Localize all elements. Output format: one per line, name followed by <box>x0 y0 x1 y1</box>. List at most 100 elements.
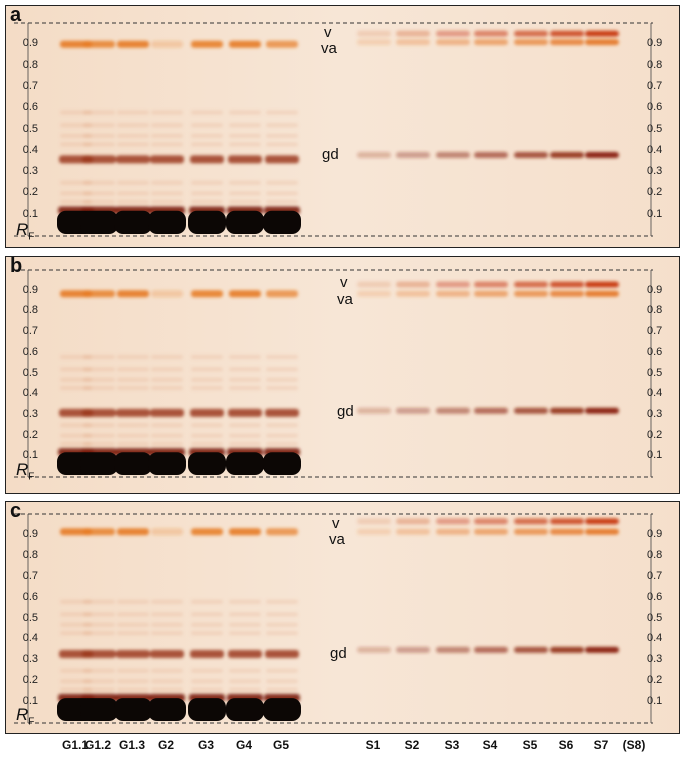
minor-band <box>83 199 115 204</box>
rf-tick-right: 0.6 <box>647 101 663 114</box>
minor-band <box>191 612 223 617</box>
rf-tick-left: 0.9 <box>22 527 38 540</box>
origin-spot <box>188 210 226 234</box>
minor-band <box>151 687 183 692</box>
minor-band <box>229 687 261 692</box>
rf-tick-left: 0.1 <box>22 449 38 462</box>
rf-tick-right: 0.7 <box>647 325 663 338</box>
rf-tick-left: 0.2 <box>22 186 38 199</box>
rf-tick-right: 0.2 <box>647 428 663 441</box>
lane-label: S7 <box>593 738 609 752</box>
origin-spot <box>80 452 118 475</box>
origin-spot <box>148 452 186 475</box>
minor-band <box>83 385 115 390</box>
origin-spot <box>263 210 301 234</box>
band-gd <box>474 646 508 653</box>
lane-label: G1.2 <box>84 738 112 752</box>
minor-band <box>117 123 149 128</box>
band-gd <box>228 155 262 164</box>
origin-spot <box>114 452 152 475</box>
label-gd: gd <box>322 146 339 163</box>
minor-band <box>191 354 223 359</box>
origin-spot <box>148 698 186 721</box>
rf-tick-left: 0.6 <box>22 345 38 358</box>
label-va: va <box>337 291 353 308</box>
band-v <box>550 518 584 525</box>
minor-band <box>229 142 261 147</box>
band-v <box>514 281 548 288</box>
rf-tick-right: 0.8 <box>647 304 663 317</box>
lane-label: (S8) <box>622 738 646 752</box>
band-v <box>585 518 619 525</box>
minor-band <box>266 668 298 673</box>
minor-band <box>151 679 183 684</box>
minor-band <box>266 687 298 692</box>
minor-band <box>266 110 298 115</box>
band-va <box>83 40 115 48</box>
minor-band <box>117 423 149 428</box>
band-va <box>396 290 430 297</box>
minor-band <box>117 180 149 185</box>
minor-band <box>151 385 183 390</box>
minor-band <box>191 199 223 204</box>
band-v <box>550 30 584 37</box>
rf-tick-left: 0.9 <box>22 283 38 296</box>
band-va <box>266 40 298 48</box>
minor-band <box>266 199 298 204</box>
minor-band <box>229 599 261 604</box>
minor-band <box>83 180 115 185</box>
minor-band <box>117 679 149 684</box>
minor-band <box>229 199 261 204</box>
band-gd <box>585 646 619 653</box>
minor-band <box>151 142 183 147</box>
minor-band <box>83 668 115 673</box>
band-va <box>514 290 548 297</box>
band-gd <box>116 650 150 659</box>
minor-band <box>83 377 115 382</box>
band-va <box>83 528 115 536</box>
band-gd <box>585 407 619 414</box>
band-va <box>229 40 261 48</box>
minor-band <box>191 679 223 684</box>
minor-band <box>151 631 183 636</box>
band-v <box>436 518 470 525</box>
band-v <box>474 30 508 37</box>
minor-band <box>83 599 115 604</box>
minor-band <box>151 612 183 617</box>
lane-label: G1.3 <box>118 738 146 752</box>
minor-band <box>151 199 183 204</box>
band-va <box>357 528 391 535</box>
rf-label: RF <box>16 220 35 243</box>
band-gd <box>228 408 262 417</box>
rf-tick-right: 0.8 <box>647 548 663 561</box>
minor-band <box>229 133 261 138</box>
band-v <box>474 281 508 288</box>
lane-label: S3 <box>444 738 460 752</box>
rf-tick-left: 0.1 <box>22 695 38 708</box>
minor-band <box>83 133 115 138</box>
band-gd <box>436 152 470 159</box>
origin-spot <box>226 698 264 721</box>
rf-tick-left: 0.3 <box>22 165 38 178</box>
band-v <box>396 281 430 288</box>
lane-labels: G1.1 G1.2 G1.3 G2 G3 G4 G5 S1 S2 S3 S4 S5 S6 S7 (S8) <box>0 738 686 758</box>
band-gd <box>357 152 391 159</box>
band-gd <box>357 407 391 414</box>
band-gd <box>116 155 150 164</box>
minor-band <box>229 668 261 673</box>
band-gd <box>514 407 548 414</box>
origin-spot <box>80 210 118 234</box>
minor-band <box>117 385 149 390</box>
minor-band <box>191 142 223 147</box>
rf-tick-right: 0.5 <box>647 366 663 379</box>
rf-tick-right: 0.9 <box>647 527 663 540</box>
minor-band <box>83 423 115 428</box>
minor-band <box>191 433 223 438</box>
band-gd <box>82 408 116 417</box>
rf-tick-left: 0.5 <box>22 611 38 624</box>
minor-band <box>117 367 149 372</box>
band-va <box>117 290 149 298</box>
origin-spot <box>188 698 226 721</box>
rf-tick-left: 0.8 <box>22 304 38 317</box>
minor-band <box>83 367 115 372</box>
